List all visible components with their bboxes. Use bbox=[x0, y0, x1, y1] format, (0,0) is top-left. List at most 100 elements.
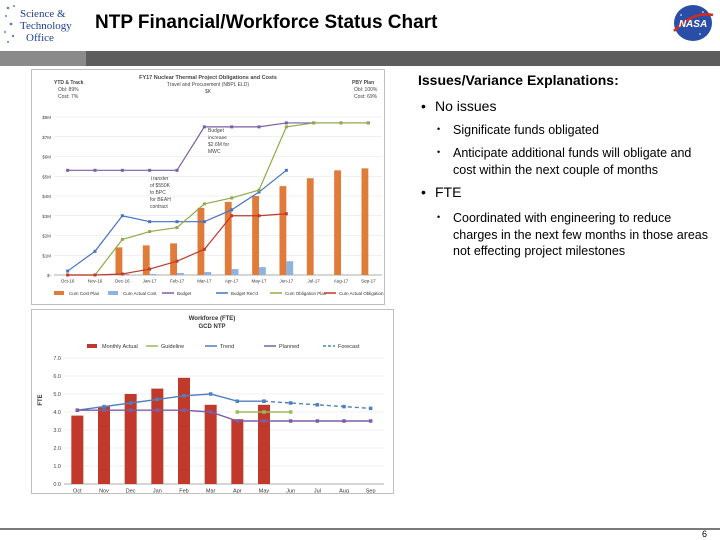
x-tick-label: Oct-16 bbox=[61, 279, 75, 284]
bullet-dot: • bbox=[421, 98, 426, 114]
line-marker bbox=[288, 419, 293, 423]
sub-bullet-dot: • bbox=[437, 212, 441, 222]
bar bbox=[334, 170, 341, 275]
line-marker bbox=[182, 408, 186, 412]
line-marker bbox=[315, 403, 320, 407]
y-tick-label: $3M bbox=[42, 214, 51, 219]
series-line bbox=[77, 409, 371, 422]
x-tick-label: Mar bbox=[206, 489, 216, 494]
y-tick-label: 1.0 bbox=[53, 464, 61, 470]
line-marker bbox=[339, 121, 343, 125]
y-tick-label: 7.0 bbox=[53, 356, 61, 362]
x-tick-label: Jun-17 bbox=[279, 279, 293, 284]
line-marker bbox=[182, 394, 186, 398]
fin-pby-line-2: Cost: 69% bbox=[354, 94, 378, 100]
line-marker bbox=[148, 220, 152, 224]
issue-1-sub-2: Anticipate additional funds will obligat… bbox=[453, 146, 692, 177]
fte-chart: Workforce (FTE) GCD NTP FTE 0.0 1.0 2.0 3.0… bbox=[31, 309, 394, 495]
issues-title: Issues/Variance Explanations: bbox=[418, 72, 619, 88]
line-marker bbox=[202, 220, 206, 224]
fte-subtitle: GCD NTP bbox=[199, 324, 226, 330]
fte-chart-svg: Workforce (FTE) GCD NTP FTE 0.0 1.0 2.0 3.0… bbox=[38, 316, 384, 495]
line-marker bbox=[368, 406, 373, 411]
x-tick-label: Aug bbox=[339, 489, 349, 494]
line-marker bbox=[175, 220, 179, 224]
line-marker bbox=[148, 267, 152, 271]
line-marker bbox=[93, 168, 97, 172]
line-marker bbox=[175, 168, 179, 172]
line-marker bbox=[235, 410, 240, 414]
x-tick-label: Feb-17 bbox=[170, 279, 185, 284]
x-tick-label: Apr-17 bbox=[225, 279, 239, 284]
annotation-line: $2.6M for bbox=[208, 142, 229, 148]
bar bbox=[306, 178, 314, 275]
x-tick-label: Jan-17 bbox=[143, 279, 157, 284]
x-tick-label: Jul bbox=[314, 489, 321, 494]
issue-2-text: FTE bbox=[435, 184, 462, 200]
bar bbox=[286, 261, 294, 275]
line-marker bbox=[230, 196, 234, 200]
legend-label: Trend bbox=[220, 344, 234, 350]
bar bbox=[149, 274, 157, 275]
line-marker bbox=[284, 168, 288, 172]
bullet-dot: • bbox=[421, 184, 426, 200]
legend-label: Planned bbox=[279, 344, 299, 350]
x-tick-label: May bbox=[259, 489, 270, 494]
bar bbox=[177, 273, 184, 275]
series-line bbox=[67, 122, 369, 276]
line-marker bbox=[120, 272, 124, 276]
line-marker bbox=[262, 399, 266, 403]
line-marker bbox=[262, 419, 266, 423]
y-tick-label: $- bbox=[47, 273, 52, 278]
legend-label: Budget bbox=[177, 291, 192, 296]
bar bbox=[224, 201, 232, 275]
line-marker bbox=[175, 259, 179, 263]
legend-label: Budget Rec'd bbox=[231, 291, 258, 296]
line-marker bbox=[175, 226, 179, 230]
line-marker bbox=[230, 214, 234, 218]
bar bbox=[204, 272, 212, 275]
legend-swatch bbox=[87, 344, 97, 348]
issue-2-sub-1: Coordinated with engineering to reduce c… bbox=[453, 211, 709, 258]
line-marker bbox=[257, 190, 261, 194]
fin-title: FY17 Nuclear Thermal Project Obligations… bbox=[139, 75, 277, 81]
line-marker bbox=[155, 408, 160, 412]
footer-line bbox=[0, 528, 720, 530]
page-title: NTP Financial/Workforce Status Chart bbox=[95, 12, 438, 33]
y-tick-label: 6.0 bbox=[53, 374, 61, 380]
line-marker bbox=[148, 230, 152, 234]
bar bbox=[122, 274, 130, 275]
line-marker bbox=[155, 397, 160, 402]
x-tick-label: Sep-17 bbox=[361, 279, 376, 284]
legend-label: Forecast bbox=[338, 344, 360, 350]
sub-bullet-dot: • bbox=[437, 124, 441, 134]
fin-ytd-line-1: Obl: 89% bbox=[58, 87, 79, 93]
bar bbox=[197, 207, 205, 275]
line-marker bbox=[288, 410, 293, 414]
bar bbox=[98, 406, 110, 484]
line-marker bbox=[284, 212, 288, 216]
x-tick-label: Oct bbox=[73, 489, 82, 494]
bar bbox=[231, 419, 244, 484]
x-tick-label: May-17 bbox=[251, 279, 267, 284]
legend-label: Cum Actual Cost bbox=[123, 291, 157, 296]
y-tick-label: $8M bbox=[42, 115, 51, 120]
y-tick-label: $2M bbox=[42, 234, 51, 239]
x-tick-label: Jul-17 bbox=[308, 279, 321, 284]
line-marker bbox=[315, 419, 320, 423]
line-marker bbox=[230, 125, 234, 129]
series-line bbox=[77, 393, 264, 411]
line-marker bbox=[66, 269, 70, 273]
sub-bullet-dot: • bbox=[437, 147, 441, 157]
line-marker bbox=[366, 121, 370, 125]
y-tick-label: $4M bbox=[42, 194, 51, 199]
bar bbox=[170, 243, 177, 275]
fin-subtitle: Travel and Procurement (NBPL ELD) bbox=[167, 82, 249, 88]
fin-plot-area: $- $1M $2M $3M $4M $5M $6M $7M $8M Oct-16 Nov-16 De… bbox=[42, 115, 384, 296]
fin-unit: $K bbox=[205, 89, 212, 95]
financial-chart-svg: FY17 Nuclear Thermal Project Obligations… bbox=[42, 75, 384, 296]
x-tick-label: Jun bbox=[286, 489, 295, 494]
bar bbox=[124, 394, 137, 484]
page-number: 6 bbox=[702, 529, 708, 539]
line-marker bbox=[257, 214, 261, 218]
